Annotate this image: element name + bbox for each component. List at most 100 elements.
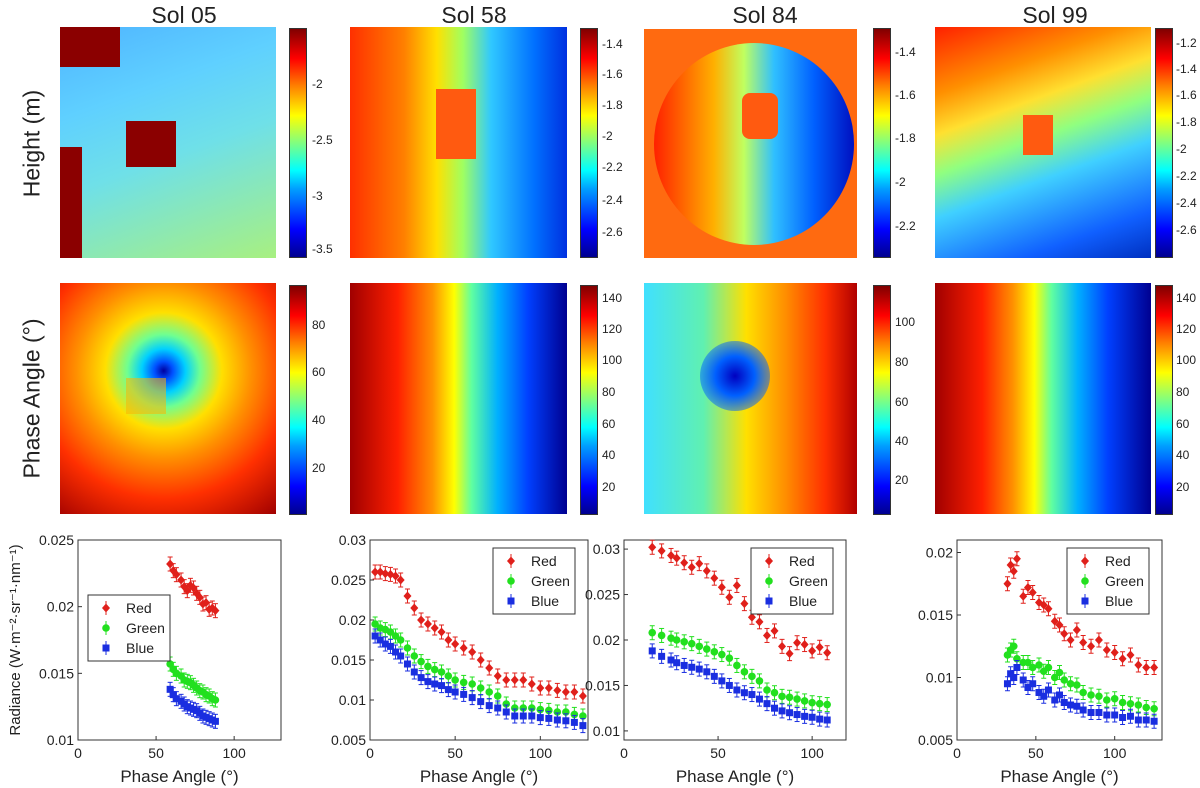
x-axis-label: Phase Angle (°) <box>676 767 794 786</box>
legend-label: Green <box>531 573 570 589</box>
data-point <box>1029 680 1037 688</box>
height-tick: -2.4 <box>602 193 623 207</box>
data-point <box>371 632 379 640</box>
data-point <box>1060 676 1069 684</box>
data-point <box>570 687 579 697</box>
legend: Red Green Blue <box>1066 547 1150 615</box>
data-point <box>459 643 468 653</box>
legend-marker <box>765 556 773 566</box>
y-tick-label: 0.005 <box>331 732 366 748</box>
y-tick-label: 0.015 <box>39 665 74 681</box>
phase-map-sol05 <box>60 283 276 514</box>
height-map-sol05-no-data-left <box>60 147 82 258</box>
data-point <box>437 668 446 676</box>
legend-label: Red <box>531 553 557 569</box>
data-point <box>403 644 412 652</box>
data-point <box>1023 583 1032 592</box>
data-point <box>1056 691 1063 699</box>
legend-marker <box>102 603 110 613</box>
data-point <box>211 717 219 725</box>
data-point <box>166 685 174 693</box>
phase-tick: 120 <box>1176 322 1197 336</box>
x-axis-label: Phase Angle (°) <box>120 767 238 786</box>
data-point <box>1040 692 1048 700</box>
column-title-sol84: Sol 84 <box>732 2 798 28</box>
data-point <box>808 646 817 656</box>
data-point <box>702 566 711 576</box>
data-point <box>732 580 741 590</box>
legend-label: Blue <box>789 593 817 609</box>
data-point <box>570 718 578 726</box>
data-point <box>451 676 459 684</box>
height-tick: -2.2 <box>895 219 916 233</box>
data-point <box>403 591 412 601</box>
x-tick-label: 50 <box>148 745 164 761</box>
data-point <box>430 665 439 674</box>
data-point <box>755 677 764 685</box>
data-point <box>396 636 405 644</box>
data-point <box>553 685 562 695</box>
data-point <box>793 711 801 719</box>
phase-map-sol84-hotspot <box>700 341 770 411</box>
data-point <box>545 706 553 715</box>
data-point <box>424 662 432 671</box>
phase-tick: 100 <box>602 353 623 367</box>
data-point <box>1024 684 1032 691</box>
series-green <box>166 656 220 708</box>
y-tick-label: 0.03 <box>339 532 366 548</box>
data-point <box>725 654 734 662</box>
height-colorbar-sol84 <box>873 28 891 258</box>
data-point <box>1009 642 1018 651</box>
data-point <box>424 678 432 686</box>
data-point <box>545 714 553 722</box>
phase-colorbar-sol58 <box>580 285 598 515</box>
x-axis-label: Phase Angle (°) <box>1000 767 1118 786</box>
data-point <box>718 650 726 659</box>
y-tick-label: 0.01 <box>593 723 620 739</box>
height-tick: -2.4 <box>1176 196 1197 210</box>
data-point <box>166 559 175 569</box>
data-point <box>733 661 741 670</box>
data-point <box>579 712 587 720</box>
legend-box <box>87 594 171 662</box>
data-point <box>1050 673 1059 682</box>
data-point <box>1150 704 1158 713</box>
data-point <box>1126 650 1135 660</box>
legend-label: Red <box>126 600 152 616</box>
data-point <box>1044 604 1053 614</box>
phase-tick: 60 <box>602 417 616 431</box>
legend-marker <box>102 624 110 632</box>
height-map-sol84-footprint <box>654 43 854 245</box>
data-point <box>172 695 180 703</box>
column-title-sol05: Sol 05 <box>151 2 217 28</box>
data-point <box>1095 692 1103 701</box>
data-point <box>710 573 719 583</box>
data-point <box>673 659 681 667</box>
data-point <box>770 688 779 697</box>
data-point <box>1110 694 1119 703</box>
data-point <box>1067 701 1075 709</box>
data-point <box>211 696 220 704</box>
series-blue <box>648 643 831 728</box>
series-blue <box>371 628 587 734</box>
legend-marker <box>1081 577 1089 585</box>
data-point <box>485 663 494 673</box>
x-tick-label: 50 <box>1028 745 1044 761</box>
data-point <box>1019 676 1027 684</box>
height-colorbar-sol99 <box>1155 28 1173 258</box>
data-point <box>800 640 809 650</box>
phase-colorbar-sol05 <box>289 285 307 515</box>
data-point <box>778 707 786 715</box>
data-point <box>718 677 726 685</box>
height-tick: -2 <box>1176 142 1187 156</box>
data-point <box>410 668 418 676</box>
legend: Red Green Blue <box>492 547 576 615</box>
data-point <box>1050 616 1059 626</box>
legend-marker <box>507 597 515 605</box>
data-point <box>1066 635 1075 645</box>
y-axis-label: Radiance (W·m⁻²·sr⁻¹·nm⁻¹) <box>7 544 24 735</box>
data-point <box>793 638 802 648</box>
data-point <box>444 686 452 694</box>
height-tick: -2 <box>602 129 613 143</box>
height-tick: -1.8 <box>602 98 623 112</box>
